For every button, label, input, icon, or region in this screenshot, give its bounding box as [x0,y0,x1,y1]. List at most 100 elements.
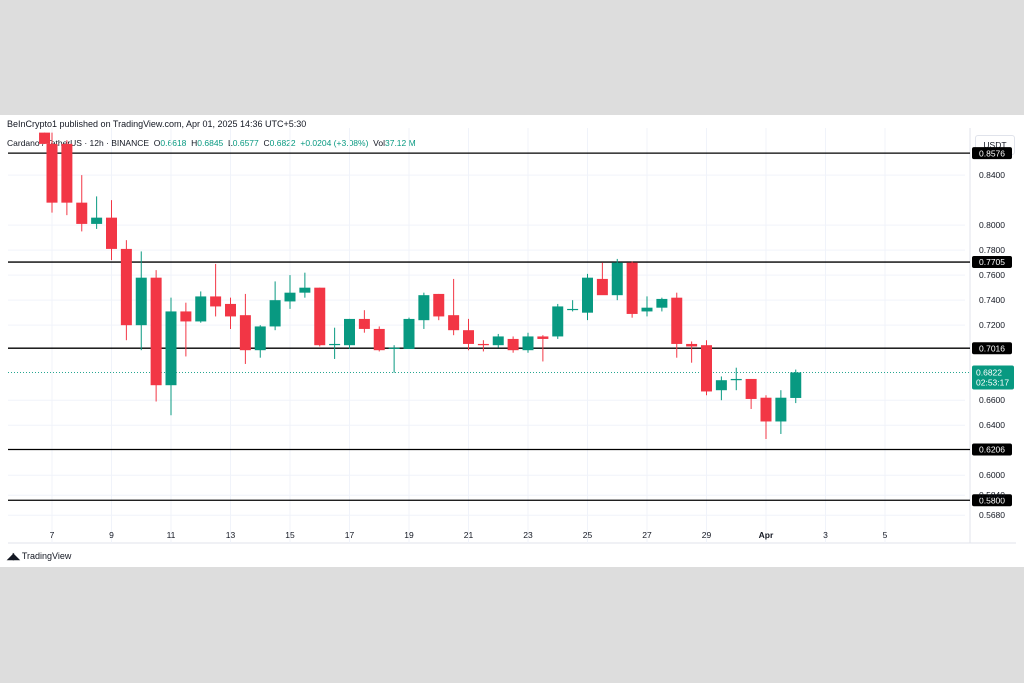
candle-body-down [448,315,460,331]
published-caption: BeInCrypto1 published on TradingView.com… [7,119,307,129]
candle-body-down [537,336,549,339]
y-tick-label: 0.6000 [979,470,1005,480]
candle-body-up [790,372,802,398]
level-lines: 0.8576 0.7705 0.7016 0.6206 0.5800 0.682202:5… [8,147,1014,507]
open-label: O [153,138,161,148]
x-tick-label: 23 [523,530,533,540]
candle-body-down [373,328,385,351]
candle-body-down [463,330,474,344]
candle-body-up [730,378,742,381]
x-tick-label: 17 [345,530,355,540]
level-badge [972,147,1012,160]
change-value: +0.0204 (+3.08%) [300,138,369,148]
candle-body-down [760,397,772,422]
x-tick-label: 25 [583,530,593,540]
y-tick-label: 0.7400 [979,295,1005,305]
y-tick-label: 0.8000 [979,220,1005,230]
level-label: 0.7016 [979,343,1005,353]
candle-body-up [284,292,296,302]
candle-body-down [120,248,132,326]
candle-body-down [46,143,58,203]
candle-body-up [91,217,103,224]
candle-body-up [254,326,266,351]
candle-body-down [150,277,162,386]
candle-body-down [61,143,73,203]
candle-body-up [715,380,727,391]
candle-body-up [388,347,400,349]
x-tick-label: 15 [285,530,295,540]
close-label: C [263,138,270,148]
level-label: 0.5800 [979,495,1005,505]
x-tick-label: 27 [642,530,652,540]
candle-body-down [39,132,51,144]
candle-body-up [611,262,623,296]
candle-body-up [492,336,504,346]
candle-body-down [106,217,117,249]
level-label: 0.7705 [979,257,1005,267]
candle-body-down [507,338,519,351]
candle-body-up [641,307,653,312]
candle-body-up [135,277,147,326]
level-badge [972,256,1012,269]
candle-body-down [225,303,236,317]
volume-label: Vol [373,138,385,148]
last-price-label: 0.6822 [976,367,1002,377]
candle-body-down [433,293,445,317]
candle-body-down [626,262,638,314]
candle-body-down [180,311,192,322]
candle-body-up [567,308,579,311]
volume-value: 37.12 M [384,138,416,148]
time-axis: 7 9 11 13 15 17 19 21 23 25 27 29 Apr 3 5 [50,530,888,540]
candle-body-down [239,315,251,351]
tradingview-brand[interactable]: ◢◣ TradingView [7,551,71,562]
candle-body-up [418,295,430,321]
y-tick-label: 0.5840 [979,490,1005,500]
level-label: 0.8576 [979,148,1005,158]
tradingview-logo-icon: ◢◣ [7,551,20,561]
candle-body-up [775,397,787,422]
brand-name: TradingView [21,551,72,561]
open-value: 0.6618 [160,138,187,148]
x-tick-label: 11 [167,530,176,540]
candle-body-up [522,336,534,351]
candle-body-up [403,318,415,349]
candle-body-up [195,296,207,322]
close-value: 0.6822 [269,138,296,148]
candle-body-down [596,278,608,296]
candle-body-down [314,287,326,346]
y-tick-label: 0.7800 [979,245,1005,255]
high-label: H [191,138,198,148]
x-tick-label: 3 [823,530,828,540]
level-badge [972,494,1012,507]
x-tick-label: 19 [404,530,414,540]
candle-body-up [165,311,177,386]
y-tick-label: 0.8400 [979,170,1005,180]
candle-body-up [656,298,668,308]
candle-body-up [582,277,593,313]
x-tick-label: 21 [464,530,474,540]
candle-body-up [344,318,355,346]
level-badge [972,342,1012,355]
y-tick-label: 0.7600 [979,270,1005,280]
candle-body-down [358,318,370,329]
x-tick-label: 13 [226,530,236,540]
x-tick-label: Apr [759,530,774,540]
candles [39,132,802,439]
candle-body-up [329,343,341,346]
symbol-name[interactable]: Cardano / TetherUS · 12h · BINANCE [7,138,150,148]
candle-body-down [210,296,222,307]
candle-body-down [671,297,683,344]
price-axis: 0.8400 0.8000 0.7800 0.7600 0.7400 0.7200 0.66… [979,170,1005,520]
candle-body-up [552,306,564,337]
countdown-label: 02:53:17 [976,377,1009,387]
y-tick-label: 0.6600 [979,395,1005,405]
high-value: 0.6845 [197,138,224,148]
x-tick-label: 9 [109,530,114,540]
candle-body-down [745,378,757,399]
low-value: 0.6577 [232,138,259,148]
x-tick-label: 29 [702,530,712,540]
candle-body-up [269,300,281,327]
candle-body-down [701,345,712,392]
candle-body-up [299,287,311,293]
